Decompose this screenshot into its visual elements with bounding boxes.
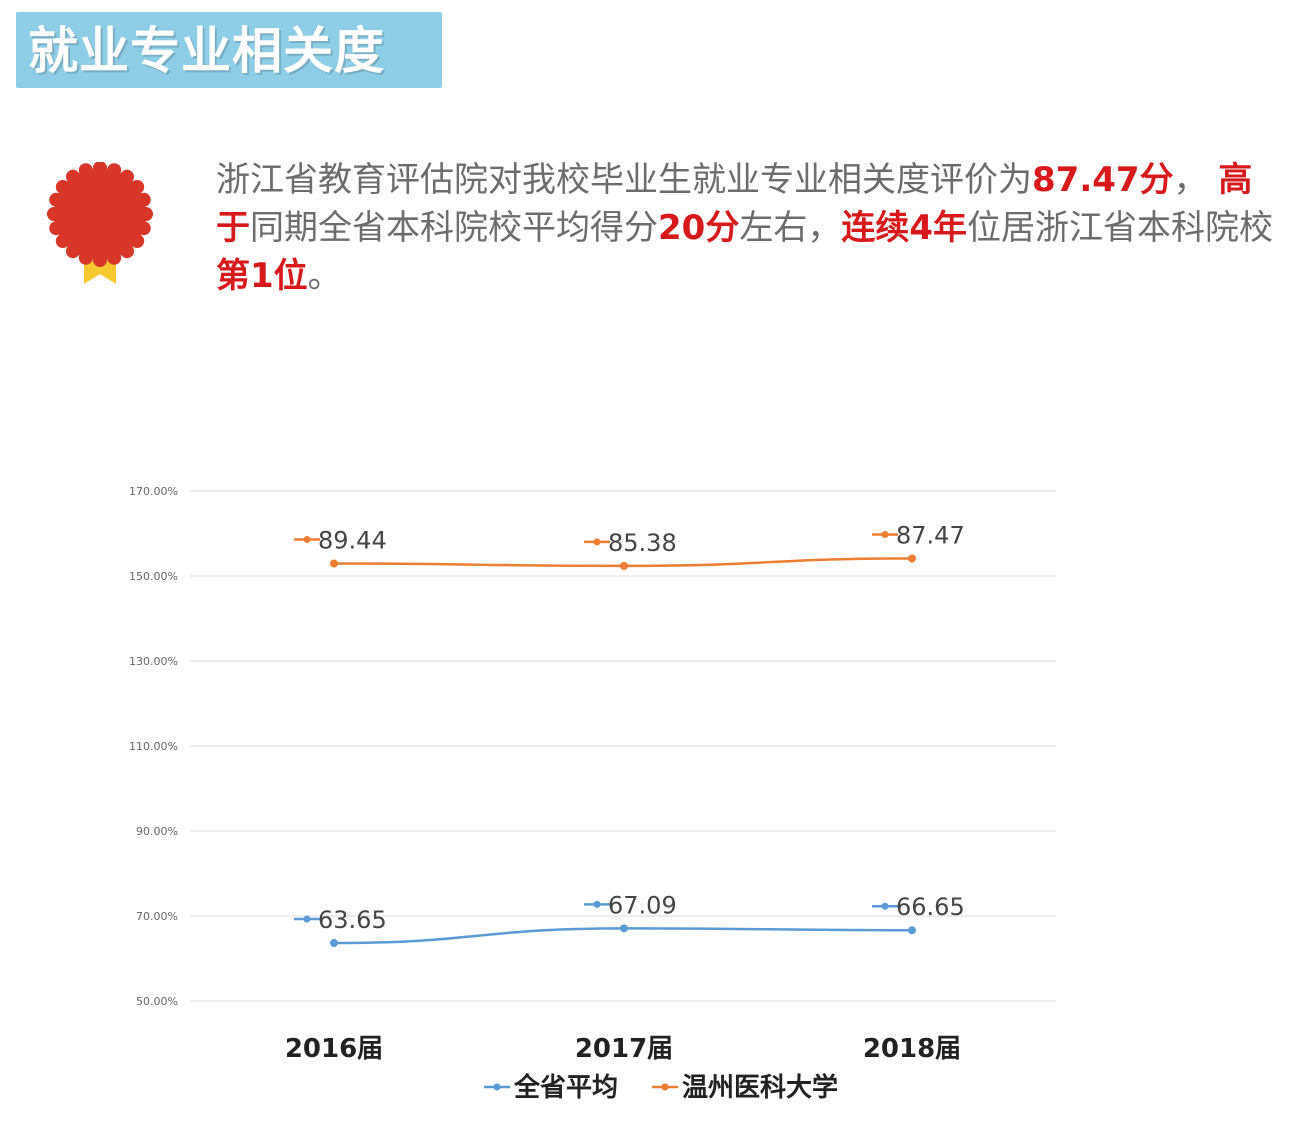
data-label: 87.47	[896, 521, 965, 549]
description-segment: 同期全省本科院校平均得分	[250, 208, 658, 248]
data-point	[620, 924, 628, 933]
y-tick-label: 70.00%	[136, 910, 178, 923]
highlight-text: 20分	[658, 208, 740, 248]
y-tick-label: 150.00%	[129, 570, 178, 583]
medal-icon	[47, 162, 153, 284]
section-title: 就业专业相关度	[28, 22, 385, 80]
label-marker-dot	[303, 915, 311, 923]
data-label: 63.65	[318, 906, 387, 934]
description-segment: 。	[307, 256, 342, 296]
y-tick-label: 50.00%	[136, 995, 178, 1008]
label-marker-dot	[593, 900, 601, 908]
data-point	[330, 938, 338, 947]
y-tick-label: 170.00%	[129, 485, 178, 498]
description-text: 浙江省教育评估院对我校毕业生就业专业相关度评价为87.47分， 高于同期全省本科…	[216, 156, 1281, 300]
line-chart: 50.00% 70.00% 90.00% 110.00% 130.00% 150.00% 1…	[129, 485, 1056, 1103]
highlight-text: 第1位	[216, 256, 308, 296]
highlight-text: 连续4年	[841, 208, 967, 248]
legend-marker-dot	[661, 1083, 669, 1091]
label-marker-dot	[593, 538, 601, 546]
data-label: 85.38	[608, 529, 677, 557]
data-label: 66.65	[896, 893, 965, 921]
data-point	[908, 554, 916, 563]
data-label: 89.44	[318, 527, 387, 555]
y-tick-label: 90.00%	[136, 825, 178, 838]
data-point	[620, 561, 628, 570]
x-tick-label: 2018届	[863, 1034, 961, 1064]
highlight-text: 高于	[216, 160, 1253, 248]
description-segment: ，	[1173, 160, 1219, 200]
data-label: 67.09	[608, 891, 677, 919]
y-tick-label: 130.00%	[129, 655, 178, 668]
legend-item: 全省平均	[513, 1072, 618, 1103]
data-point	[908, 926, 916, 935]
description-segment: 浙江省教育评估院对我校毕业生就业专业相关度评价为	[216, 160, 1032, 200]
description-segment: 位居浙江省本科院校	[967, 208, 1273, 248]
section-title-banner: 就业专业相关度	[16, 12, 442, 88]
label-marker-dot	[881, 902, 889, 910]
legend-item: 温州医科大学	[682, 1072, 838, 1103]
y-tick-label: 110.00%	[129, 740, 178, 753]
description-segment: 左右，	[739, 208, 842, 248]
x-tick-label: 2016届	[285, 1034, 383, 1064]
data-point	[330, 559, 338, 568]
highlight-text: 87.47分	[1032, 160, 1174, 200]
label-marker-dot	[303, 536, 311, 544]
legend-marker-dot	[493, 1083, 501, 1091]
label-marker-dot	[881, 530, 889, 538]
x-tick-label: 2017届	[575, 1034, 673, 1064]
